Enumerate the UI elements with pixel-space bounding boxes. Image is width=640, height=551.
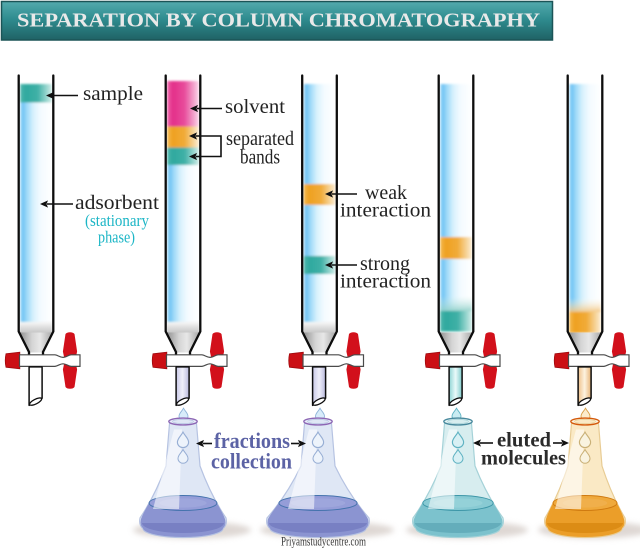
svg-text:interaction: interaction xyxy=(340,200,431,222)
svg-text:separated: separated xyxy=(226,128,294,150)
svg-text:phase): phase) xyxy=(98,228,135,247)
svg-text:solvent: solvent xyxy=(225,96,285,118)
svg-text:(stationary: (stationary xyxy=(85,211,149,230)
svg-text:eluted: eluted xyxy=(497,428,551,452)
svg-text:interaction: interaction xyxy=(340,271,431,293)
svg-text:SEPARATION BY COLUMN CHROMATOG: SEPARATION BY COLUMN CHROMATOGRAPHY xyxy=(17,10,540,32)
svg-text:Priyamstudycentre.com: Priyamstudycentre.com xyxy=(281,535,366,549)
svg-text:collection: collection xyxy=(211,449,292,474)
svg-text:adsorbent: adsorbent xyxy=(75,192,159,214)
svg-text:weak: weak xyxy=(365,182,407,204)
svg-text:strong: strong xyxy=(360,253,410,275)
svg-text:bands: bands xyxy=(240,147,280,169)
svg-text:molecules: molecules xyxy=(481,446,566,470)
svg-text:fractions: fractions xyxy=(214,428,290,453)
svg-text:sample: sample xyxy=(83,83,143,105)
